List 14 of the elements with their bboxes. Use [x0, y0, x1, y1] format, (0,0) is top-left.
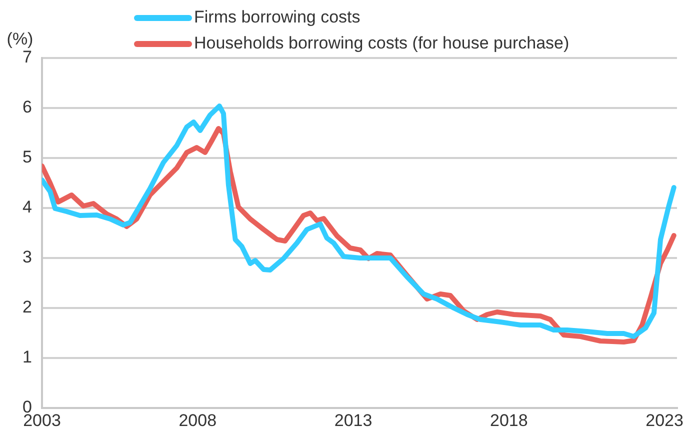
y-tick-label: 1	[22, 348, 32, 367]
x-tick-label: 2023	[646, 410, 684, 430]
y-tick-label: 2	[22, 298, 32, 317]
legend-label: Firms borrowing costs	[194, 8, 360, 27]
y-tick-label: 3	[22, 248, 32, 267]
y-tick-label: 7	[22, 48, 32, 67]
y-axis-title: (%)	[6, 30, 34, 49]
x-tick-label: 2018	[490, 410, 528, 430]
y-tick-label: 5	[22, 148, 32, 167]
y-tick-label: 4	[22, 198, 32, 217]
y-tick-label: 6	[22, 98, 32, 117]
legend-label: Households borrowing costs (for house purchase)	[194, 34, 570, 53]
x-tick-label: 2008	[178, 410, 217, 430]
x-tick-label: 2013	[334, 410, 372, 430]
